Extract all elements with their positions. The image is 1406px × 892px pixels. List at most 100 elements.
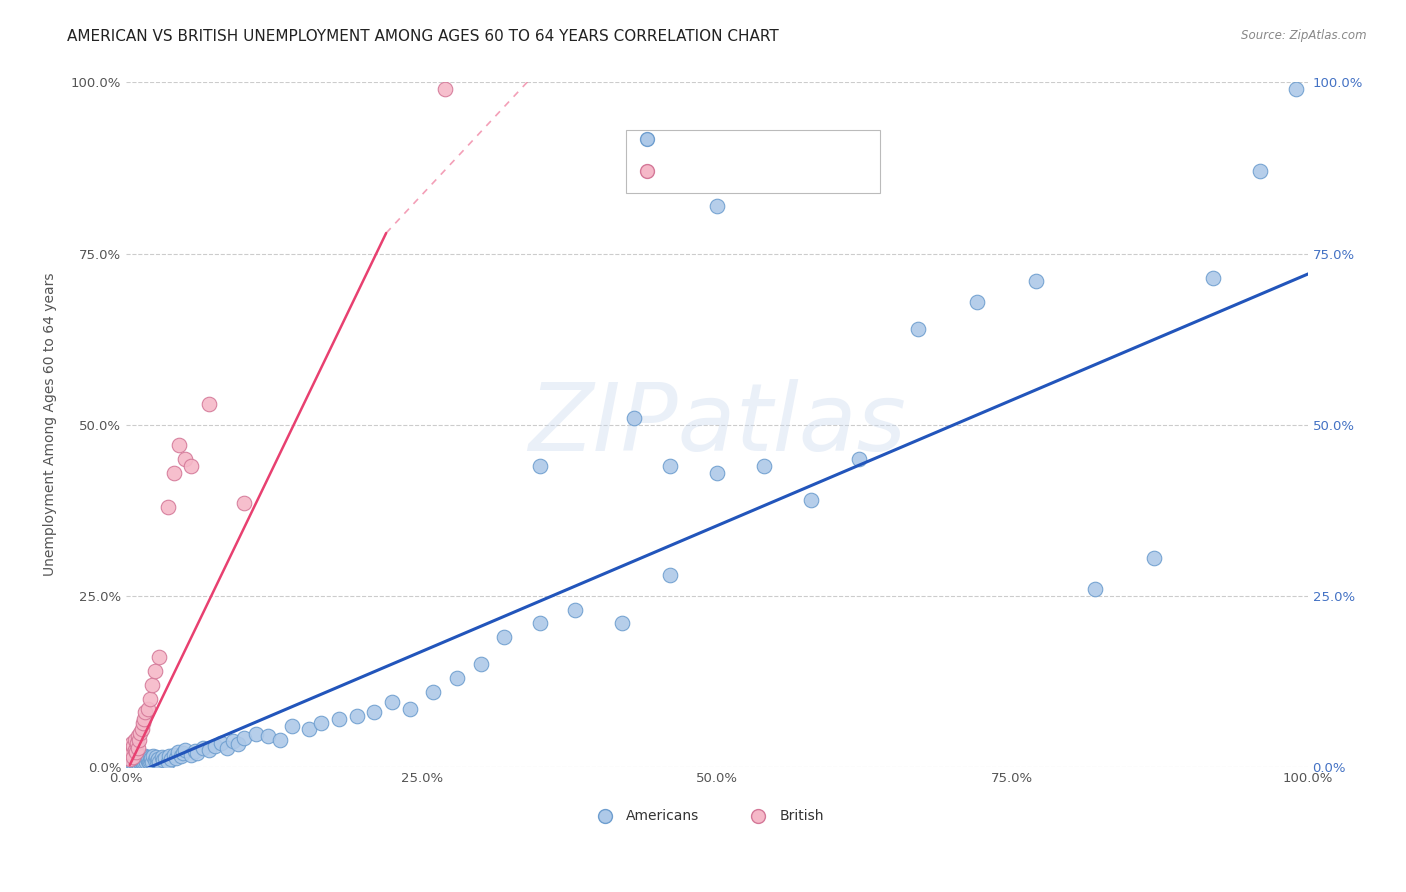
Point [134,753,156,767]
Point [706,466,728,480]
Point [1285,82,1308,96]
Point [132,755,155,769]
Point [122,739,145,754]
Point [800,493,823,508]
Point [139,691,162,706]
Point [346,708,368,723]
Point [135,756,157,770]
Point [612,616,634,631]
Point [127,755,149,769]
Point [174,743,197,757]
Point [150,749,173,764]
Point [128,752,150,766]
Point [162,747,184,762]
Point [167,745,190,759]
Point [198,397,221,411]
Point [156,500,179,514]
Point [121,736,143,750]
Point [1143,551,1166,566]
Point [136,702,159,716]
Point [146,754,169,768]
Point [131,755,153,769]
Point [233,731,256,746]
Point [706,199,728,213]
Point [180,458,202,473]
Point [141,755,163,769]
Point [121,756,143,770]
Point [120,743,142,757]
Point [121,747,143,761]
Point [529,616,551,631]
Point [135,750,157,764]
Point [132,756,155,770]
Point [623,410,645,425]
Point [754,458,776,473]
Point [127,756,149,770]
Point [215,740,238,755]
Point [848,452,870,467]
Point [139,749,162,764]
Point [124,750,146,764]
Point [152,753,174,767]
Text: British: British [779,809,824,823]
Point [165,751,187,765]
Point [121,757,143,772]
Point [125,749,148,764]
Point [146,752,169,766]
Point [155,751,177,765]
Point [138,756,160,770]
Point [131,749,153,764]
Point [157,749,180,764]
Point [1084,582,1107,596]
Point [169,438,191,452]
Text: 0.606: 0.606 [728,131,778,146]
Text: N =: N = [786,131,814,146]
Point [228,738,250,752]
Point [129,751,152,765]
Point [145,750,167,764]
Point [529,458,551,473]
Point [134,705,156,719]
Point [125,745,148,759]
Point [162,466,184,480]
Point [132,712,155,726]
Text: Americans: Americans [626,809,699,823]
Point [122,750,145,764]
Point [245,727,267,741]
Point [381,695,404,709]
Point [120,756,142,771]
Point [658,458,681,473]
Point [120,753,142,767]
Point [186,747,208,761]
Point [209,736,232,750]
Point [1202,270,1225,285]
Text: Source: ZipAtlas.com: Source: ZipAtlas.com [1241,29,1367,43]
Point [148,650,170,665]
Point [122,749,145,764]
Point [139,751,162,765]
Point [191,740,214,755]
Point [328,712,350,726]
Point [127,752,149,766]
Text: 0.741: 0.741 [728,164,776,179]
Point [136,752,159,766]
Point [127,750,149,764]
Point [118,755,141,769]
Point [134,749,156,764]
Point [1249,164,1271,178]
Point [1025,274,1047,288]
Text: N =: N = [786,164,814,179]
Point [180,747,202,762]
Point [131,723,153,737]
FancyBboxPatch shape [626,130,880,194]
Point [143,664,166,678]
Point [233,496,256,510]
Point [125,751,148,765]
Point [156,755,179,769]
Point [122,756,145,770]
Point [198,743,221,757]
Point [160,752,183,766]
Point [124,756,146,770]
Point [139,754,162,768]
Point [221,734,243,748]
